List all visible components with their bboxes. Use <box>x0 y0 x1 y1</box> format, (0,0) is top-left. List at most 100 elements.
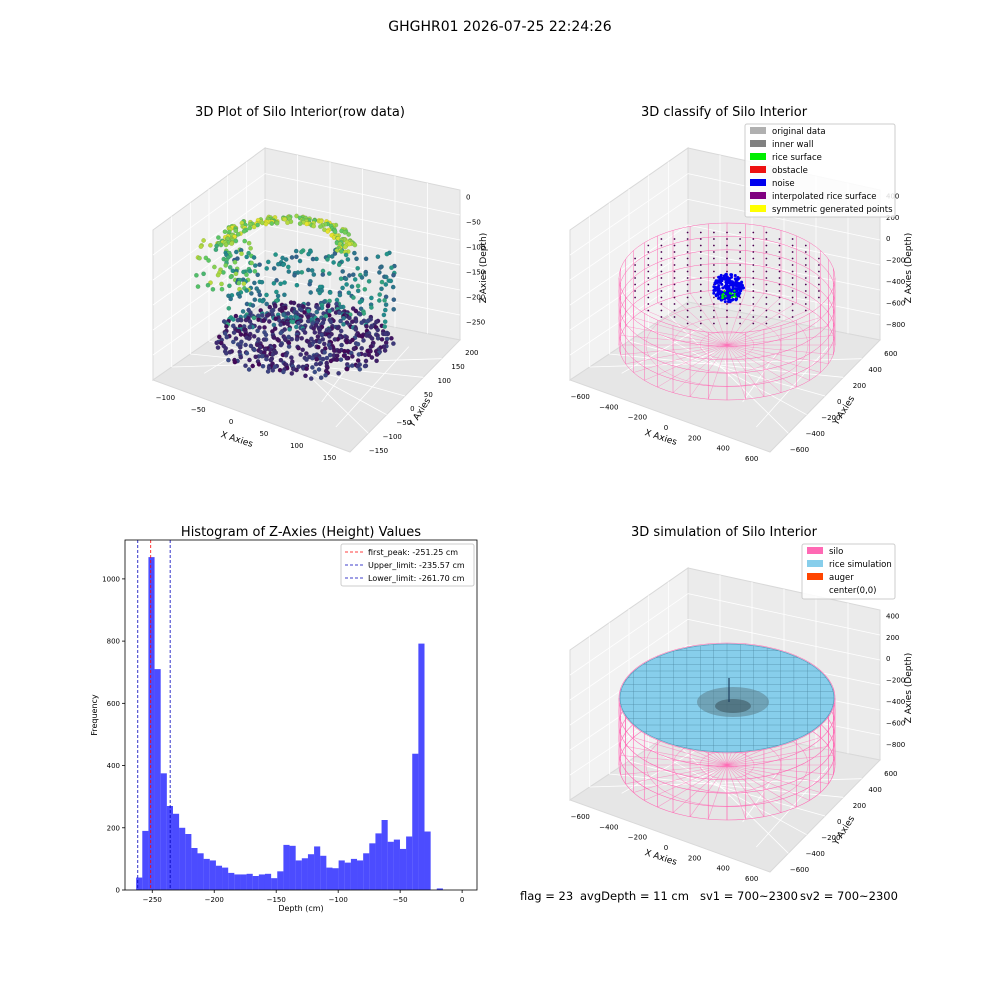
legend-label: symmetric generated points <box>772 205 893 215</box>
scatter-point <box>264 292 269 298</box>
histogram-bar <box>148 557 155 890</box>
scatter-point <box>289 255 295 260</box>
scatter-point <box>339 342 344 348</box>
interpolated-point <box>699 270 702 273</box>
scatter-point <box>310 256 316 262</box>
interpolated-point <box>647 303 650 305</box>
scatter-point <box>286 269 292 274</box>
scatter-point <box>328 358 334 364</box>
panel1-title: 3D Plot of Silo Interior(row data) <box>195 105 405 120</box>
noise-point <box>724 273 728 277</box>
histogram-bar <box>215 865 223 890</box>
scatter-point <box>257 262 262 268</box>
scatter-point <box>359 320 365 326</box>
scatter-point <box>218 340 224 346</box>
interpolated-point <box>726 238 728 240</box>
histogram-bar <box>222 867 229 890</box>
scatter-point <box>311 223 317 229</box>
scatter-point <box>256 361 262 367</box>
scatter-point <box>382 307 388 313</box>
scatter-point <box>291 300 297 306</box>
scatter-point <box>310 365 315 370</box>
scatter-point <box>355 341 361 347</box>
interpolated-point <box>739 264 741 266</box>
interpolated-point <box>647 244 650 247</box>
scatter-point <box>324 355 330 361</box>
noise-point <box>725 284 729 288</box>
legend-label: noise <box>772 179 795 189</box>
interpolated-point <box>686 257 689 260</box>
scatter-point <box>254 342 260 348</box>
scatter-point <box>342 230 348 235</box>
panel4-rice-surface <box>619 643 835 753</box>
interpolated-point <box>791 264 794 266</box>
histogram-bar <box>258 874 265 890</box>
scatter-point <box>251 333 257 339</box>
scatter-point <box>241 281 247 287</box>
interpolated-point <box>804 244 807 247</box>
interpolated-point <box>699 238 702 240</box>
y-tick-label: −150 <box>369 447 388 455</box>
legend-swatch <box>750 140 766 147</box>
scatter-point <box>223 263 229 268</box>
scatter-point <box>269 221 275 226</box>
scatter-point <box>305 318 311 324</box>
scatter-point <box>243 317 249 323</box>
scatter-point <box>325 229 331 234</box>
y-tick-label: 800 <box>107 638 120 646</box>
interpolated-point <box>660 316 663 318</box>
scatter-point <box>251 224 257 230</box>
interpolated-point <box>699 251 702 253</box>
scatter-point <box>222 229 228 235</box>
interpolated-point <box>713 322 715 325</box>
scatter-point <box>267 304 273 310</box>
interpolated-point <box>660 257 663 260</box>
histogram-bar <box>412 753 419 890</box>
interpolated-point <box>765 270 768 273</box>
interpolated-point <box>673 244 676 247</box>
scatter-point <box>283 257 289 262</box>
z-tick-label: −200 <box>886 257 905 265</box>
noise-point <box>716 281 720 284</box>
scatter-point <box>282 292 287 298</box>
rice-surface-point <box>721 295 724 298</box>
z-tick-label: −150 <box>466 268 485 276</box>
scatter-point <box>339 249 344 254</box>
panel-histogram: Histogram of Z-Axies (Height) Values −25… <box>90 525 478 913</box>
panel2-legend: original data inner wall rice surface obsta… <box>744 123 896 218</box>
scatter-point <box>278 357 284 363</box>
scatter-point <box>332 337 338 342</box>
interpolated-point <box>752 290 755 292</box>
y-tick-label: 400 <box>868 786 881 794</box>
scatter-point <box>336 349 342 354</box>
noise-point <box>721 277 725 280</box>
scatter-point <box>368 348 373 354</box>
scatter-point <box>390 284 396 290</box>
interpolated-point <box>647 277 650 279</box>
interpolated-point <box>699 283 702 286</box>
histogram-bar <box>172 813 180 890</box>
panel3-legend: first_peak: -251.25 cm Upper_limit: -235.… <box>340 543 475 587</box>
scatter-point <box>214 340 220 346</box>
interpolated-point <box>726 322 728 325</box>
y-tick-label: 200 <box>107 824 120 832</box>
panel2-zlabel: Z Axies (Depth) <box>904 233 914 304</box>
scatter-point <box>233 249 239 255</box>
scatter-point <box>359 345 365 351</box>
scatter-point <box>282 280 287 285</box>
histogram-bar <box>393 839 400 890</box>
scatter-point <box>259 279 265 285</box>
interpolated-point <box>686 277 689 279</box>
x-tick-label: −50 <box>393 896 408 904</box>
scatter-point <box>216 235 221 240</box>
z-tick-label: −600 <box>886 300 905 308</box>
scatter-point <box>246 240 252 246</box>
y-tick-label: 600 <box>884 770 897 778</box>
scatter-point <box>274 289 279 295</box>
z-tick-label: −400 <box>886 278 905 286</box>
interpolated-point <box>778 303 781 305</box>
scatter-point <box>374 352 380 357</box>
interpolated-point <box>765 322 768 325</box>
y-tick-label: −600 <box>790 866 809 874</box>
